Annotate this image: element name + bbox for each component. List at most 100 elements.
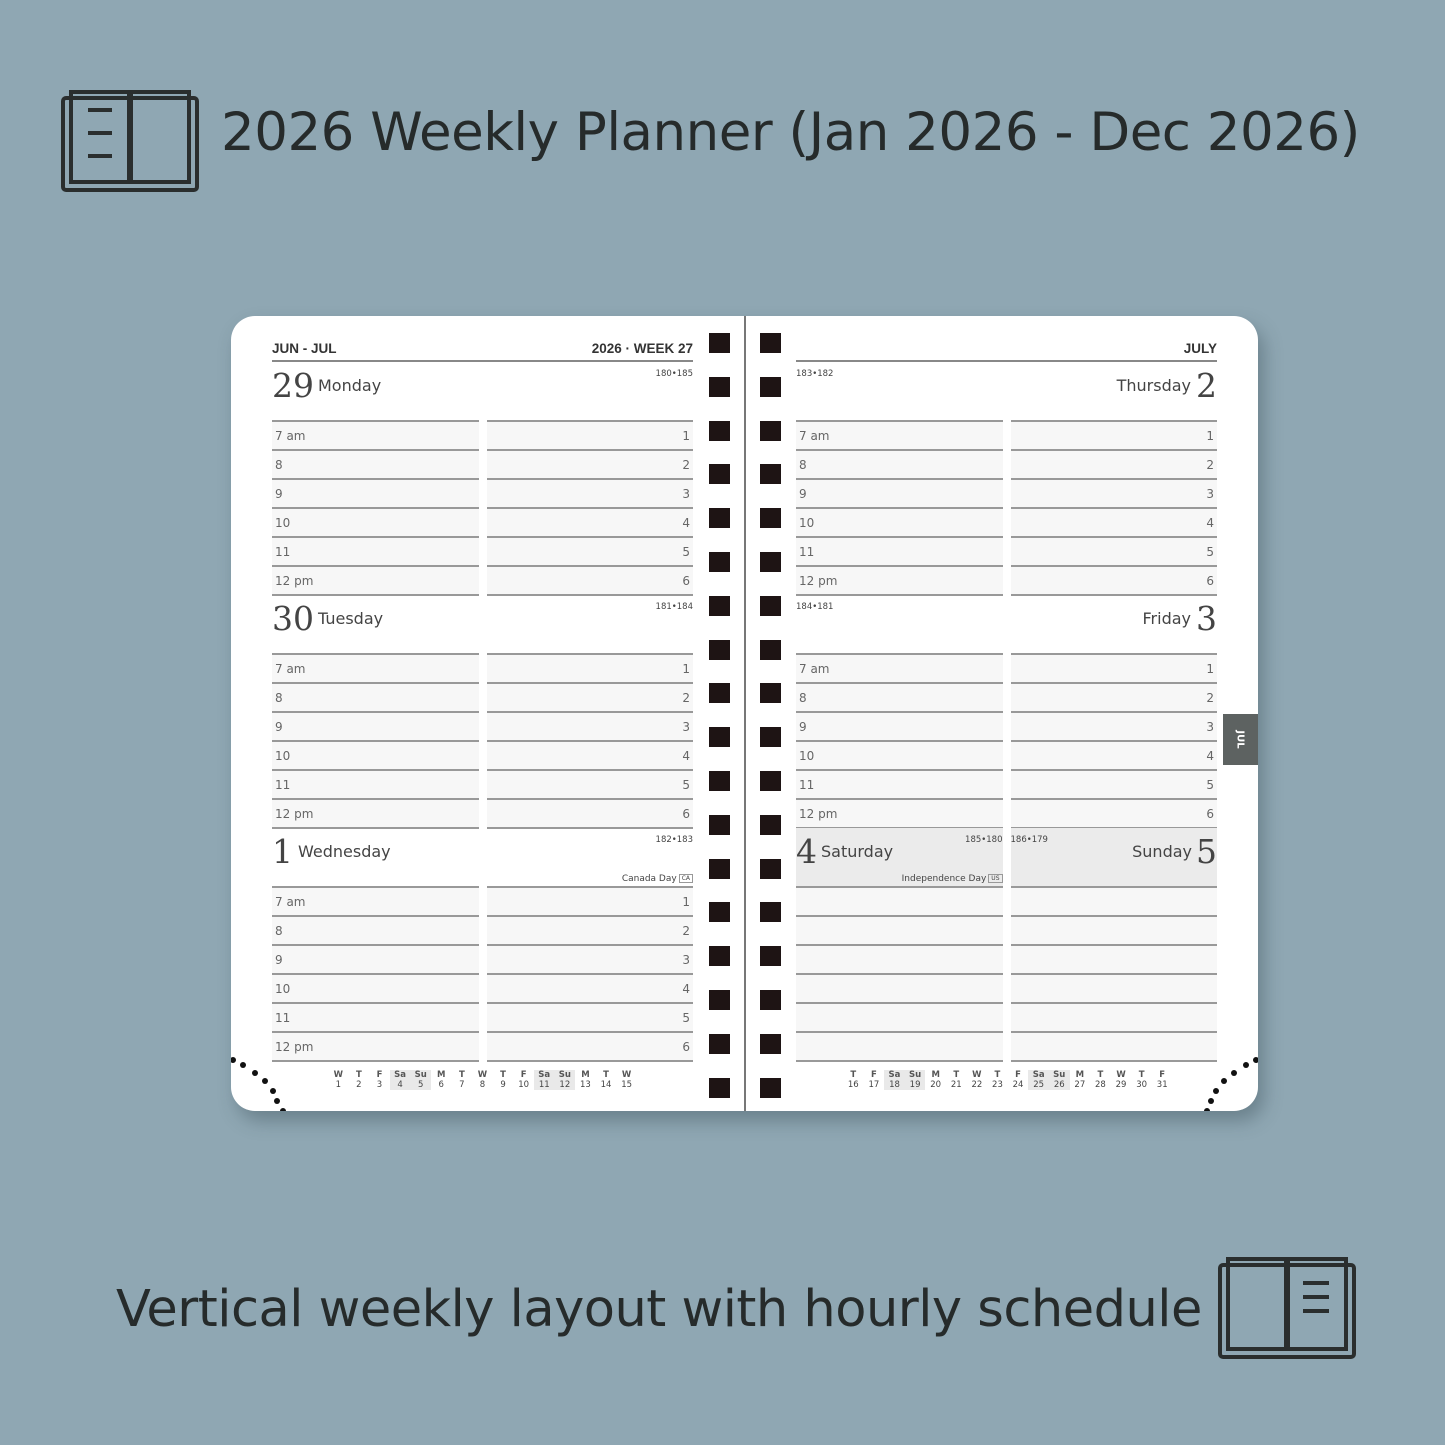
note-row[interactable]: 6: [486, 565, 693, 596]
hour-row[interactable]: 10: [272, 507, 479, 536]
hour-row[interactable]: 10: [272, 973, 479, 1002]
hour-row[interactable]: 12 pm: [272, 565, 479, 596]
hour-row[interactable]: 7 am: [272, 653, 479, 682]
note-row[interactable]: 5: [1010, 536, 1217, 565]
spiral-ring: [760, 464, 781, 485]
note-row[interactable]: 1: [1010, 420, 1217, 449]
note-row[interactable]: 4: [486, 740, 693, 769]
note-row[interactable]: 3: [1010, 478, 1217, 507]
dot: [240, 1062, 246, 1068]
spiral-ring: [709, 464, 730, 485]
hour-row[interactable]: 7 am: [796, 420, 1003, 449]
day-number: 5: [1196, 832, 1217, 871]
hour-row[interactable]: [796, 1002, 1003, 1031]
note-row[interactable]: 2: [486, 682, 693, 711]
mini-calendar-day: W 15: [621, 1070, 633, 1090]
day-of-year: 182•183: [655, 835, 693, 845]
day-friday: 184•181 Friday 3 7 am 8 9 10 11 12 pm 1 2 3 4 5 6: [796, 595, 1217, 829]
hour-row[interactable]: [796, 944, 1003, 973]
hour-row[interactable]: 10: [272, 740, 479, 769]
hour-row[interactable]: 12 pm: [796, 565, 1003, 596]
hour-row[interactable]: 9: [272, 944, 479, 973]
hour-row[interactable]: 7 am: [796, 653, 1003, 682]
note-row[interactable]: 5: [1010, 769, 1217, 798]
hour-row[interactable]: 10: [796, 740, 1003, 769]
note-row[interactable]: [1010, 944, 1217, 973]
note-row[interactable]: 1: [486, 653, 693, 682]
note-row[interactable]: 4: [1010, 740, 1217, 769]
hour-row[interactable]: 12 pm: [272, 1031, 479, 1062]
hour-row[interactable]: 7 am: [272, 886, 479, 915]
mini-calendar-day: T 21: [950, 1070, 962, 1090]
note-row[interactable]: 3: [486, 711, 693, 740]
spiral-ring: [760, 595, 781, 616]
mini-calendar-day: Sa 4: [389, 1070, 411, 1090]
note-row[interactable]: 6: [486, 1031, 693, 1062]
hour-row[interactable]: 8: [272, 682, 479, 711]
hour-row[interactable]: 8: [272, 449, 479, 478]
note-row[interactable]: 5: [486, 536, 693, 565]
day-of-year: 180•185: [655, 369, 693, 379]
hour-row[interactable]: 8: [272, 915, 479, 944]
note-row[interactable]: 2: [1010, 682, 1217, 711]
hour-row[interactable]: [796, 973, 1003, 1002]
hour-row[interactable]: [796, 915, 1003, 944]
hour-row[interactable]: 10: [796, 507, 1003, 536]
hour-row[interactable]: 9: [796, 711, 1003, 740]
hour-row[interactable]: 11: [796, 769, 1003, 798]
note-row[interactable]: [1010, 886, 1217, 915]
spiral-ring: [760, 771, 781, 791]
hour-row[interactable]: 11: [272, 1002, 479, 1031]
note-row[interactable]: 3: [486, 944, 693, 973]
note-row[interactable]: [1010, 1031, 1217, 1062]
hour-row[interactable]: 9: [272, 711, 479, 740]
note-row[interactable]: 2: [486, 915, 693, 944]
spiral-ring: [760, 376, 781, 397]
day-sunday: 186•179 Sunday 5: [1010, 828, 1217, 886]
mini-calendar-day: M 27: [1074, 1070, 1086, 1090]
mini-calendar-day: M 13: [580, 1070, 591, 1090]
hour-row[interactable]: [796, 1031, 1003, 1062]
hour-row[interactable]: 11: [796, 536, 1003, 565]
hour-row[interactable]: 12 pm: [272, 798, 479, 829]
note-row[interactable]: 2: [1010, 449, 1217, 478]
mini-calendar-day: T 16: [847, 1070, 859, 1090]
note-row[interactable]: 3: [1010, 711, 1217, 740]
note-row[interactable]: [1010, 1002, 1217, 1031]
dot: [262, 1078, 268, 1084]
spiral-ring: [709, 508, 730, 529]
hour-row[interactable]: 11: [272, 769, 479, 798]
dot: [1208, 1098, 1214, 1104]
planner-spread: JUN - JUL 2026 · WEEK 27 29 Monday 180•18…: [231, 316, 1258, 1111]
note-row[interactable]: 4: [486, 973, 693, 1002]
note-row[interactable]: [1010, 915, 1217, 944]
note-row[interactable]: 6: [1010, 798, 1217, 829]
note-row[interactable]: 5: [486, 769, 693, 798]
note-row[interactable]: 1: [486, 420, 693, 449]
hour-row[interactable]: 9: [272, 478, 479, 507]
mini-calendar-day: T 23: [992, 1070, 1003, 1090]
hour-row[interactable]: 8: [796, 449, 1003, 478]
note-row[interactable]: 3: [486, 478, 693, 507]
note-row[interactable]: 6: [1010, 565, 1217, 596]
hour-row[interactable]: 7 am: [272, 420, 479, 449]
note-row[interactable]: 2: [486, 449, 693, 478]
note-row[interactable]: 1: [486, 886, 693, 915]
hour-row[interactable]: 9: [796, 478, 1003, 507]
month-tab-jul[interactable]: JUL: [1223, 714, 1258, 765]
hour-row[interactable]: [796, 886, 1003, 915]
note-row[interactable]: 4: [486, 507, 693, 536]
note-row[interactable]: 6: [486, 798, 693, 829]
hour-row[interactable]: 8: [796, 682, 1003, 711]
hour-row[interactable]: 11: [272, 536, 479, 565]
spiral-ring: [760, 683, 781, 704]
note-row[interactable]: 1: [1010, 653, 1217, 682]
note-row[interactable]: 5: [486, 1002, 693, 1031]
day-of-year: 181•184: [655, 602, 693, 612]
note-row[interactable]: 4: [1010, 507, 1217, 536]
note-row[interactable]: [1010, 973, 1217, 1002]
day-number: 3: [1196, 599, 1217, 638]
hour-row[interactable]: 12 pm: [796, 798, 1003, 829]
